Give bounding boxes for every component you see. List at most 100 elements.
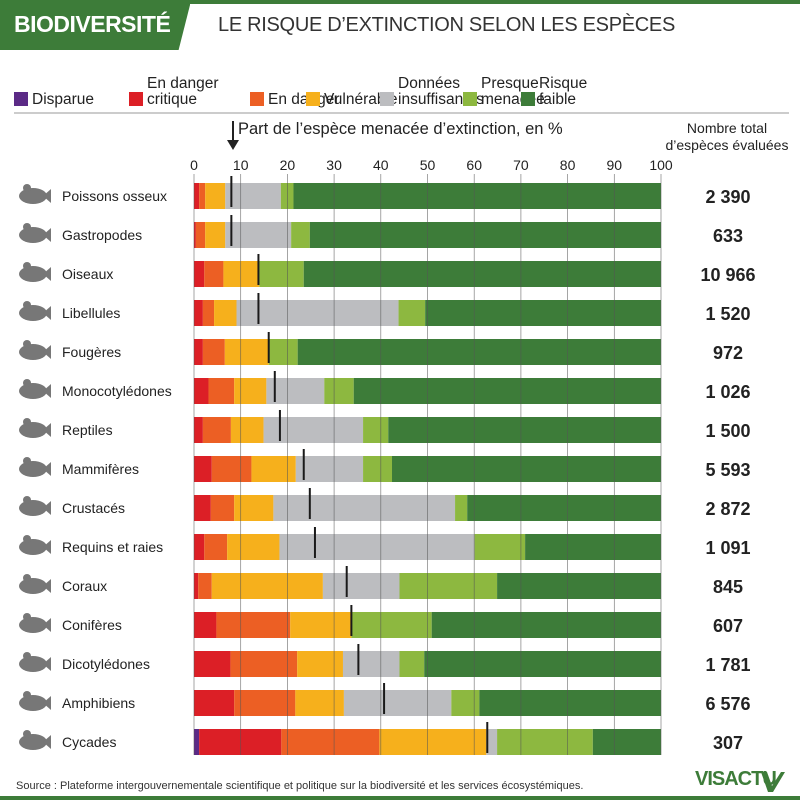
bar-segment-vuln-rable xyxy=(205,183,226,209)
bar-segment-donn-es-insuffisantes xyxy=(342,651,400,677)
bar-segment-en-danger-critique xyxy=(194,261,205,287)
species-total: 10 966 xyxy=(700,265,755,285)
x-tick-label: 0 xyxy=(190,157,198,173)
bar-segment-presque-menac-e xyxy=(351,612,432,638)
category-label: Oiseaux xyxy=(62,266,113,282)
bar-segment-presque-menac-e xyxy=(474,534,526,560)
category-label: Requins et raies xyxy=(62,539,163,555)
category-label: Poissons osseux xyxy=(62,188,167,204)
category-label: Crustacés xyxy=(62,500,125,516)
bar-segment-risque-faible xyxy=(303,261,661,287)
bar-segment-en-danger-critique xyxy=(194,339,203,365)
bar-segment-vuln-rable xyxy=(295,690,344,716)
bar-segment-donn-es-insuffisantes xyxy=(343,690,452,716)
category-label: Conifères xyxy=(62,617,122,633)
legend-swatch xyxy=(306,92,320,106)
flower-icon xyxy=(19,652,51,672)
bar-segment-donn-es-insuffisantes xyxy=(279,534,475,560)
frog-icon xyxy=(19,691,51,711)
legend-label: En danger xyxy=(268,91,340,108)
bar-segment-en-danger xyxy=(216,612,291,638)
x-tick-label: 100 xyxy=(649,157,673,173)
x-tick-label: 50 xyxy=(420,157,436,173)
bar-segment-risque-faible xyxy=(297,339,661,365)
bar-segment-en-danger xyxy=(208,378,235,404)
x-tick-label: 60 xyxy=(466,157,482,173)
legend: Disparue En danger critique En danger Vulné… xyxy=(14,72,789,114)
bar-segment-en-danger-critique xyxy=(194,651,231,677)
bar-segment-risque-faible xyxy=(431,612,661,638)
bar-segment-en-danger xyxy=(204,534,228,560)
shark-icon xyxy=(19,535,51,555)
species-total: 972 xyxy=(713,343,743,363)
bar-segment-donn-es-insuffisantes xyxy=(225,222,292,248)
bar-segment-presque-menac-e xyxy=(497,729,593,755)
category-label: Amphibiens xyxy=(62,695,135,711)
bar-segment-en-danger xyxy=(210,495,235,521)
bar-segment-presque-menac-e xyxy=(399,573,498,599)
category-tag: BIODIVERSITÉ xyxy=(0,0,190,50)
bar-segment-en-danger-critique xyxy=(194,417,203,443)
bar-segment-vuln-rable xyxy=(223,261,260,287)
bar-segment-risque-faible xyxy=(479,690,661,716)
x-tick-label: 80 xyxy=(560,157,576,173)
category-label: Reptiles xyxy=(62,422,113,438)
species-total: 2 872 xyxy=(705,499,750,519)
species-total: 1 500 xyxy=(705,421,750,441)
bar-segment-vuln-rable xyxy=(211,573,323,599)
legend-item: En danger xyxy=(250,92,340,108)
species-total: 633 xyxy=(713,226,743,246)
species-total: 307 xyxy=(713,733,743,753)
species-total: 5 593 xyxy=(705,460,750,480)
species-total: 1 026 xyxy=(705,382,750,402)
category-label: Mammifères xyxy=(62,461,139,477)
bar-segment-vuln-rable xyxy=(205,222,226,248)
bar-segment-presque-menac-e xyxy=(268,339,298,365)
legend-swatch xyxy=(250,92,264,106)
bar-segment-en-danger xyxy=(204,261,224,287)
category-label: Monocotylédones xyxy=(62,383,172,399)
crab-icon xyxy=(19,496,51,516)
bar-segment-en-danger xyxy=(202,417,231,443)
legend-swatch xyxy=(380,92,394,106)
bar-segment-en-danger xyxy=(234,690,296,716)
bar-segment-en-danger-critique xyxy=(199,729,282,755)
conifer-icon xyxy=(19,613,51,633)
bar-segment-presque-menac-e xyxy=(455,495,468,521)
down-arrow-icon xyxy=(227,140,239,150)
hummingbird-icon xyxy=(19,262,51,282)
bar-segment-donn-es-insuffisantes xyxy=(225,183,281,209)
bar-segment-presque-menac-e xyxy=(363,417,389,443)
arrow-shaft xyxy=(232,121,234,141)
coral-icon xyxy=(19,574,51,594)
species-total: 6 576 xyxy=(705,694,750,714)
species-total: 607 xyxy=(713,616,743,636)
legend-label: Données insuffisantes xyxy=(398,75,484,108)
species-total: 845 xyxy=(713,577,743,597)
bar-segment-en-danger-critique xyxy=(194,300,203,326)
bar-segment-vuln-rable xyxy=(290,612,352,638)
bar-segment-en-danger-critique xyxy=(194,612,217,638)
bar-segment-en-danger-critique xyxy=(194,378,209,404)
bottom-rule xyxy=(0,796,800,800)
category-label: Cycades xyxy=(62,734,116,750)
snail-icon xyxy=(19,223,51,243)
bar-segment-presque-menac-e xyxy=(291,222,310,248)
reed-icon xyxy=(19,379,51,399)
x-tick-label: 40 xyxy=(373,157,389,173)
bar-segment-donn-es-insuffisantes xyxy=(273,495,456,521)
bar-segment-risque-faible xyxy=(467,495,661,521)
bar-segment-presque-menac-e xyxy=(451,690,480,716)
bar-segment-donn-es-insuffisantes xyxy=(266,378,325,404)
x-tick-label: 10 xyxy=(233,157,249,173)
bar-segment-en-danger-critique xyxy=(194,456,212,482)
bar-segment-risque-faible xyxy=(353,378,661,404)
bar-segment-risque-faible xyxy=(425,300,661,326)
bar-segment-vuln-rable xyxy=(251,456,296,482)
bar-segment-en-danger xyxy=(198,573,212,599)
bar-segment-en-danger xyxy=(202,300,215,326)
bar-segment-vuln-rable xyxy=(214,300,237,326)
bar-segment-risque-faible xyxy=(592,729,661,755)
lizard-icon xyxy=(19,418,51,438)
